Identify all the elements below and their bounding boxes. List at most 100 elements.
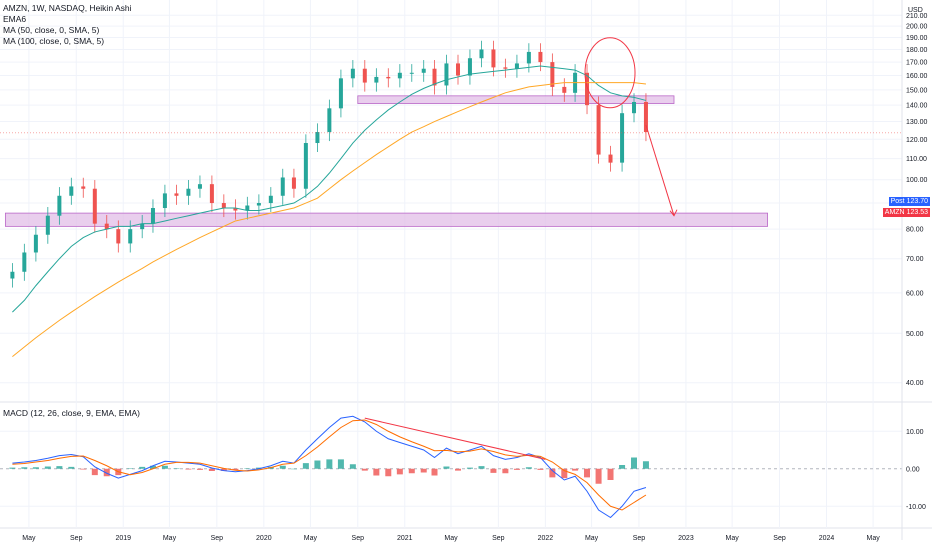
- time-tick-label: Sep: [211, 535, 224, 542]
- histogram-bar: [255, 467, 262, 469]
- candle: [620, 104, 625, 172]
- histogram-bar: [208, 468, 215, 471]
- grid-lines: [0, 0, 932, 529]
- macd-tick-label: 10.00: [906, 429, 924, 436]
- candle: [233, 199, 238, 220]
- histogram-bar: [56, 466, 63, 469]
- moving-average-lines: [12, 65, 647, 358]
- histogram-bar: [385, 468, 392, 477]
- candle: [456, 54, 460, 85]
- time-tick-label: May: [22, 535, 36, 542]
- indicator-ema6[interactable]: EMA6: [3, 14, 27, 24]
- histogram-bar: [455, 468, 461, 471]
- indicator-ma100[interactable]: MA (100, close, 0, SMA, 5): [3, 36, 105, 46]
- arrow-head: [669, 209, 678, 217]
- histogram-bar: [502, 468, 509, 474]
- time-tick-label: May: [304, 535, 318, 542]
- time-tick-label: May: [585, 535, 599, 542]
- candle: [386, 68, 391, 88]
- time-tick-label: May: [163, 535, 177, 542]
- histogram-bar: [631, 457, 638, 469]
- macd-axis[interactable]: 10.00 0.00 -10.00: [906, 429, 926, 511]
- histogram-bar: [196, 468, 203, 470]
- histogram-bar: [185, 468, 192, 470]
- candle: [162, 184, 167, 218]
- histogram-bar: [396, 468, 403, 475]
- time-tick-label: Sep: [633, 535, 646, 542]
- last-tag-label: AMZN: [884, 209, 905, 216]
- histogram-bar: [80, 468, 87, 470]
- time-tick-label: 2024: [819, 535, 835, 542]
- candle: [514, 54, 519, 78]
- candle: [315, 123, 320, 153]
- candle: [479, 40, 484, 68]
- indicator-ma50[interactable]: MA (50, close, 0, SMA, 5): [3, 25, 100, 35]
- time-tick-label: Sep: [352, 535, 365, 542]
- macd-tick-label: -10.00: [906, 504, 926, 511]
- ma100-line: [12, 82, 647, 358]
- price-tick-label: 100.00: [906, 177, 928, 184]
- macd-pane: [0, 415, 902, 519]
- symbol-line[interactable]: AMZN, 1W, NASDAQ, Heikin Ashi: [3, 3, 132, 13]
- candle: [33, 226, 38, 262]
- histogram-bar: [173, 468, 180, 469]
- price-tick-label: 60.00: [906, 290, 924, 297]
- histogram-bar: [349, 464, 356, 469]
- candle: [256, 194, 261, 215]
- time-tick-label: 2023: [678, 535, 694, 542]
- histogram-bar: [337, 459, 344, 469]
- histogram-bar: [361, 468, 368, 471]
- candle: [81, 177, 86, 198]
- candle: [104, 214, 109, 239]
- price-tick-label: 50.00: [906, 331, 924, 338]
- candle: [291, 168, 296, 198]
- support-resistance-zones[interactable]: [4, 95, 768, 227]
- histogram-bar: [279, 465, 286, 469]
- signal-line: [12, 419, 647, 511]
- macd-legend[interactable]: MACD (12, 26, close, 9, EMA, EMA): [3, 408, 140, 418]
- price-tick-label: 180.00: [906, 47, 928, 54]
- candle: [432, 60, 437, 95]
- price-axis[interactable]: 210.00 200.00 190.00 180.00 170.00 160.00 150.…: [901, 0, 928, 540]
- histogram-bar: [91, 468, 98, 476]
- histogram-bar: [44, 466, 51, 469]
- histogram-bar: [326, 459, 333, 469]
- macd-tick-label: 0.00: [906, 466, 920, 473]
- candle: [116, 220, 121, 253]
- histogram-bar: [584, 468, 591, 478]
- candle: [128, 220, 133, 253]
- candle: [280, 168, 285, 205]
- price-tick-label: 110.00: [906, 156, 927, 163]
- histogram-bar: [103, 468, 110, 477]
- time-axis[interactable]: May Sep 2019 May Sep 2020 May Sep 2021 May Sep 2022…: [22, 535, 880, 542]
- histogram-bar: [431, 468, 438, 476]
- post-tag-value: 123.70: [906, 198, 928, 205]
- ma50-line: [12, 65, 647, 313]
- macd-line: [12, 415, 647, 519]
- price-tick-label: 80.00: [906, 227, 924, 234]
- candle: [585, 64, 590, 115]
- drawn-annotations[interactable]: [0, 37, 902, 217]
- candle: [444, 54, 449, 95]
- candle: [350, 60, 355, 88]
- highlight-ellipse: [584, 37, 636, 109]
- histogram-bar: [32, 467, 39, 469]
- post-tag-label: Post: [890, 198, 905, 205]
- histogram-bar: [420, 468, 427, 473]
- candle: [92, 180, 97, 233]
- histogram-bar: [478, 466, 485, 469]
- time-tick-label: 2019: [115, 535, 131, 542]
- candle: [409, 64, 414, 82]
- candle: [10, 263, 15, 288]
- time-tick-label: May: [866, 535, 880, 542]
- candle: [140, 214, 145, 239]
- histogram-bar: [161, 465, 168, 469]
- histogram-bar: [607, 468, 614, 480]
- divergence-line: [364, 417, 546, 460]
- candle: [197, 175, 202, 198]
- candle: [550, 53, 555, 96]
- candle: [303, 134, 308, 198]
- candle: [596, 96, 601, 164]
- candle: [327, 99, 332, 142]
